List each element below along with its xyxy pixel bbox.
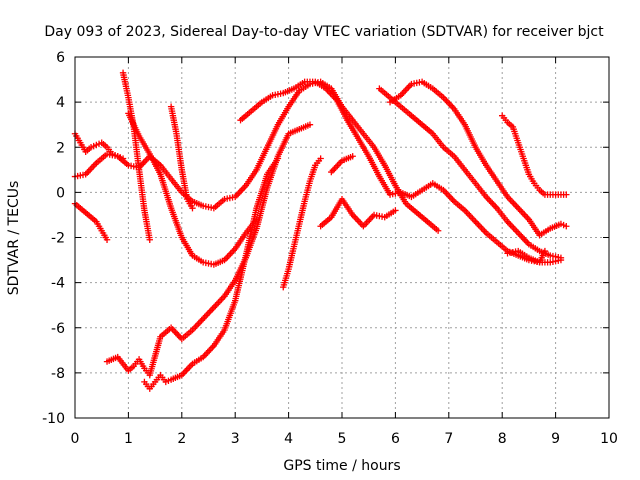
series-arc-09 (237, 78, 565, 266)
plus-marker (557, 254, 565, 262)
data-points (71, 69, 570, 392)
x-tick-label: 9 (551, 431, 560, 447)
plus-marker (306, 121, 314, 128)
y-tick-label: 6 (56, 50, 65, 66)
y-tick-label: 0 (56, 185, 65, 201)
plot-frame (74, 56, 610, 419)
x-tick-label: 5 (338, 431, 347, 447)
x-tick-label: 3 (231, 431, 240, 447)
plus-marker (146, 236, 153, 243)
plus-marker (317, 155, 324, 162)
series-arc-02 (71, 130, 127, 162)
y-tick-label: 2 (56, 140, 65, 156)
x-tick-label: 4 (284, 431, 293, 447)
y-tick-label: 4 (56, 95, 65, 111)
y-tick-label: -2 (51, 231, 65, 247)
x-tick-label: 2 (177, 431, 186, 447)
plus-marker (563, 223, 570, 230)
plus-marker (349, 153, 356, 160)
plus-marker (274, 155, 282, 162)
series-arc-11 (317, 195, 399, 230)
series-arc-10 (280, 155, 324, 291)
plus-marker (103, 236, 111, 243)
plus-marker (541, 247, 549, 255)
plus-marker (392, 207, 399, 214)
x-tick-label: 8 (498, 431, 507, 447)
x-tick-label: 6 (391, 431, 400, 447)
series-arc-14 (499, 112, 570, 198)
series-arc-15 (504, 247, 549, 266)
y-tick-label: -10 (42, 411, 65, 427)
x-tick-label: 0 (71, 431, 80, 447)
series-arc-12 (376, 85, 565, 262)
x-tick-label: 10 (600, 431, 618, 447)
x-tick-labels: 0 1 2 3 4 5 6 7 8 9 10 (71, 431, 618, 447)
plus-marker (434, 227, 442, 234)
series-arc-07 (141, 155, 282, 392)
plus-marker (189, 204, 196, 212)
x-tick-label: 7 (444, 431, 453, 447)
x-tick-label: 1 (124, 431, 133, 447)
x-axis-label: GPS time / hours (283, 458, 400, 474)
series-arc-13 (386, 78, 570, 239)
y-tick-label: -4 (51, 276, 65, 292)
series-arc-08 (167, 103, 196, 212)
series-arc-05 (119, 69, 153, 243)
chart-title: Day 093 of 2023, Sidereal Day-to-day VTE… (44, 24, 604, 40)
y-axis-label: SDTVAR / TECUs (6, 181, 22, 296)
y-tick-labels: -10 -8 -6 -4 -2 0 2 4 6 (42, 50, 65, 427)
y-tick-label: -8 (51, 366, 65, 382)
plus-marker (563, 191, 570, 198)
y-tick-label: -6 (51, 321, 65, 337)
